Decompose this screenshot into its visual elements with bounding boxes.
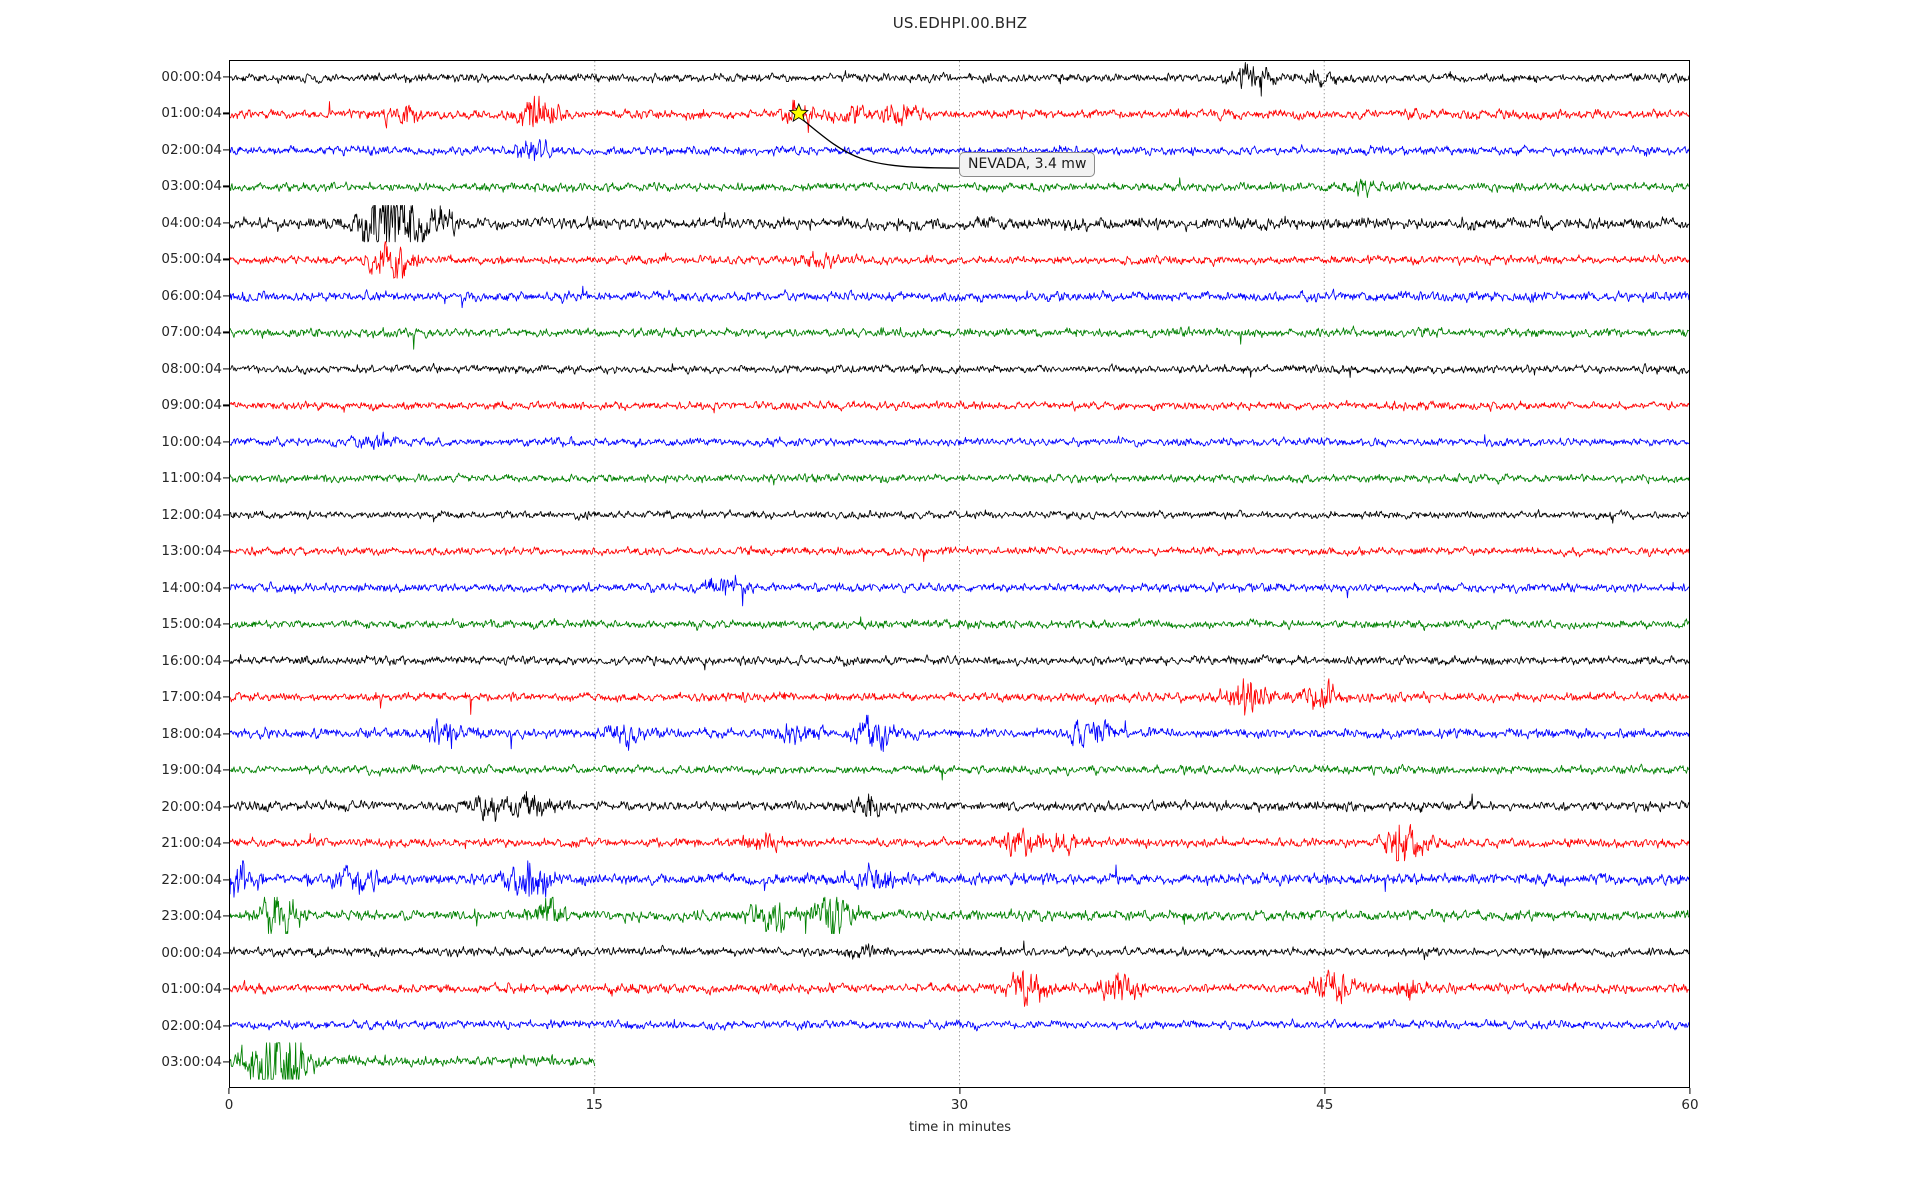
seismogram-trace	[230, 509, 1689, 524]
seismogram-trace	[230, 285, 1689, 309]
seismogram-trace	[230, 399, 1689, 414]
y-axis-time-label: 08:00:04	[161, 360, 222, 377]
y-tick-mark	[223, 623, 229, 625]
seismogram-trace	[230, 325, 1689, 350]
y-axis-time-label: 01:00:04	[161, 981, 222, 998]
seismogram-trace	[230, 969, 1689, 1007]
y-tick-mark	[223, 185, 229, 188]
y-tick-mark	[223, 295, 229, 297]
y-tick-mark	[223, 1061, 229, 1063]
y-axis-time-label: 04:00:04	[161, 214, 222, 231]
y-tick-mark	[223, 477, 229, 479]
y-tick-mark	[223, 988, 229, 990]
plot-axes	[229, 60, 1690, 1088]
x-axis-tick-label: 60	[1681, 1097, 1699, 1113]
seismogram-trace	[230, 823, 1689, 862]
y-axis-time-label: 02:00:04	[161, 1017, 222, 1034]
y-axis-time-label: 05:00:04	[161, 251, 222, 268]
y-axis-time-label: 16:00:04	[161, 652, 222, 669]
seismogram-trace	[230, 896, 1689, 935]
y-tick-mark	[223, 149, 229, 151]
x-axis-tick-label: 0	[224, 1097, 234, 1113]
seismogram-trace	[230, 1018, 1689, 1032]
y-axis-time-label: 20:00:04	[161, 798, 222, 815]
y-axis-time-label: 19:00:04	[161, 762, 222, 779]
y-axis-time-label: 14:00:04	[161, 579, 222, 596]
y-tick-mark	[223, 222, 229, 224]
seismogram-trace	[230, 940, 1689, 961]
y-tick-mark	[223, 660, 229, 662]
seismogram-trace	[230, 177, 1689, 199]
y-axis-time-label: 15:00:04	[161, 616, 222, 633]
seismogram-trace	[230, 678, 1689, 716]
y-tick-mark	[223, 878, 229, 881]
x-axis-label: time in minutes	[908, 1120, 1012, 1135]
y-tick-mark	[223, 368, 229, 370]
y-tick-mark	[223, 550, 229, 552]
y-axis-time-label: 07:00:04	[161, 324, 222, 341]
y-axis-time-label: 02:00:04	[161, 141, 222, 158]
x-axis-tick-label: 30	[950, 1097, 969, 1113]
y-axis-time-label: 03:00:04	[161, 1054, 222, 1070]
seismogram-trace	[230, 431, 1689, 450]
x-tick-mark	[958, 1088, 961, 1094]
x-axis-tick-label: 45	[1316, 1097, 1334, 1113]
seismogram-trace	[230, 654, 1689, 671]
y-tick-mark	[223, 806, 229, 808]
y-tick-mark	[223, 842, 229, 844]
x-tick-mark	[1689, 1088, 1691, 1094]
seismogram-trace	[230, 791, 1689, 822]
seismogram-trace	[230, 860, 1689, 898]
y-tick-mark	[223, 258, 229, 260]
y-axis-time-label: 00:00:04	[161, 944, 222, 961]
seismogram-trace	[230, 204, 1689, 243]
y-axis-time-label: 12:00:04	[161, 506, 222, 523]
x-tick-mark	[228, 1088, 230, 1094]
y-axis-time-label: 06:00:04	[161, 287, 222, 304]
y-tick-mark	[223, 587, 229, 589]
y-tick-mark	[223, 915, 229, 917]
seismogram-trace	[230, 241, 1689, 279]
y-axis-time-label: 10:00:04	[161, 433, 222, 450]
y-tick-mark	[223, 331, 229, 333]
seismogram-trace	[230, 1042, 596, 1080]
y-axis-time-label: 17:00:04	[161, 689, 222, 706]
y-axis-time-label: 11:00:04	[161, 470, 222, 487]
y-tick-mark	[223, 696, 229, 698]
y-tick-mark	[223, 951, 229, 954]
y-axis-time-label: 01:00:04	[161, 105, 222, 122]
seismogram-trace	[230, 714, 1689, 752]
y-axis-time-label: 03:00:04	[161, 178, 222, 195]
y-tick-mark	[223, 733, 229, 735]
seismogram-trace	[230, 95, 1689, 134]
y-axis-time-label: 21:00:04	[161, 835, 222, 852]
y-tick-mark	[223, 404, 229, 406]
y-axis-time-label: 23:00:04	[161, 908, 222, 925]
y-tick-mark	[223, 76, 229, 78]
page-title: US.EDHPI.00.BHZ	[892, 14, 1028, 32]
seismogram-trace	[230, 616, 1689, 631]
y-tick-mark	[223, 441, 229, 443]
y-tick-mark	[223, 514, 229, 516]
seismogram-trace	[230, 62, 1689, 97]
seismogram-traces	[230, 61, 1689, 1087]
x-tick-mark	[1324, 1088, 1326, 1094]
seismogram-trace	[230, 574, 1689, 607]
y-axis-time-label: 18:00:04	[161, 725, 222, 742]
seismogram-trace	[230, 545, 1689, 562]
x-axis-tick-label: 15	[585, 1097, 603, 1113]
y-axis-time-label: 00:00:04	[161, 69, 222, 85]
x-tick-mark	[593, 1088, 595, 1094]
y-tick-mark	[223, 1024, 229, 1027]
seismogram-trace	[230, 472, 1689, 486]
seismogram-trace	[230, 763, 1689, 781]
y-axis-time-label: 22:00:04	[161, 871, 222, 888]
y-tick-mark	[223, 769, 229, 771]
y-tick-mark	[223, 112, 229, 115]
seismogram-trace	[230, 362, 1689, 378]
y-axis-time-label: 09:00:04	[161, 397, 222, 414]
nevada-annotation-label: NEVADA, 3.4 mw	[959, 152, 1096, 178]
y-axis-time-label: 13:00:04	[161, 543, 222, 560]
